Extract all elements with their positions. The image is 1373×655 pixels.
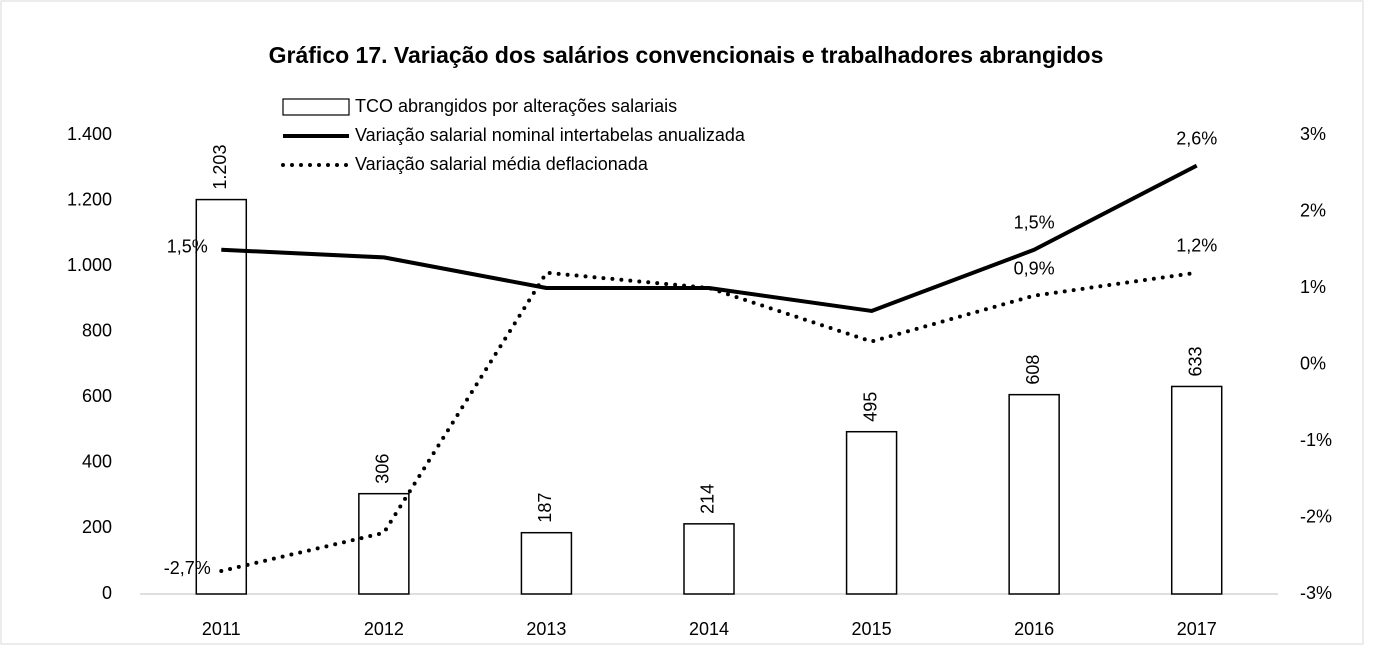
legend-label: Variação salarial nominal intertabelas a… [355,125,746,145]
bar [195,198,248,595]
y-tick-label: 400 [82,452,112,472]
chart-title: Gráfico 17. Variação dos salários conven… [269,42,1104,68]
y-tick-label: 600 [82,386,112,406]
data-label: 1,2% [1176,235,1217,255]
x-tick-label: 2014 [689,619,729,639]
y2-tick-label: -1% [1300,430,1332,450]
legend-swatch [282,98,350,116]
y2-tick-label: 1% [1300,277,1326,297]
y2-tick-label: 2% [1300,200,1326,220]
y-tick-label: 1.200 [67,189,112,209]
legend-label: TCO abrangidos por alterações salariais [355,96,677,116]
data-label: 0,9% [1014,258,1055,278]
data-label: 633 [1185,346,1205,376]
bar [1170,385,1223,595]
data-label: 1,5% [1014,213,1055,233]
bar [358,492,410,595]
x-tick-label: 2017 [1177,619,1217,639]
x-tick-label: 2011 [202,619,241,639]
x-tick-label: 2016 [1014,619,1054,639]
data-label: 495 [860,392,880,422]
bar [683,523,735,595]
bar [1008,393,1060,595]
data-label: 1.203 [210,145,230,190]
bar [520,531,573,595]
data-label: 1,5% [167,237,208,257]
y-tick-label: 0 [102,583,112,603]
y2-tick-label: -2% [1300,506,1332,526]
y2-tick-label: 0% [1300,353,1326,373]
data-label: 2,6% [1176,128,1217,148]
line-series [219,270,1199,574]
x-tick-label: 2012 [364,619,404,639]
x-tick-label: 2015 [852,619,892,639]
legend-label: Variação salarial média deflacionada [355,154,649,174]
y2-tick-label: 3% [1300,124,1326,144]
data-label: 214 [698,484,718,514]
y-tick-label: 800 [82,320,112,340]
data-label: 187 [535,493,555,523]
data-label: 608 [1023,355,1043,385]
data-label: 306 [373,454,393,484]
y-tick-label: 200 [82,517,112,537]
y-tick-label: 1.000 [67,255,112,275]
data-label: -2,7% [164,558,211,578]
x-tick-label: 2013 [526,619,566,639]
y-tick-label: 1.400 [67,124,112,144]
y2-tick-label: -3% [1300,583,1332,603]
bar [845,430,898,595]
